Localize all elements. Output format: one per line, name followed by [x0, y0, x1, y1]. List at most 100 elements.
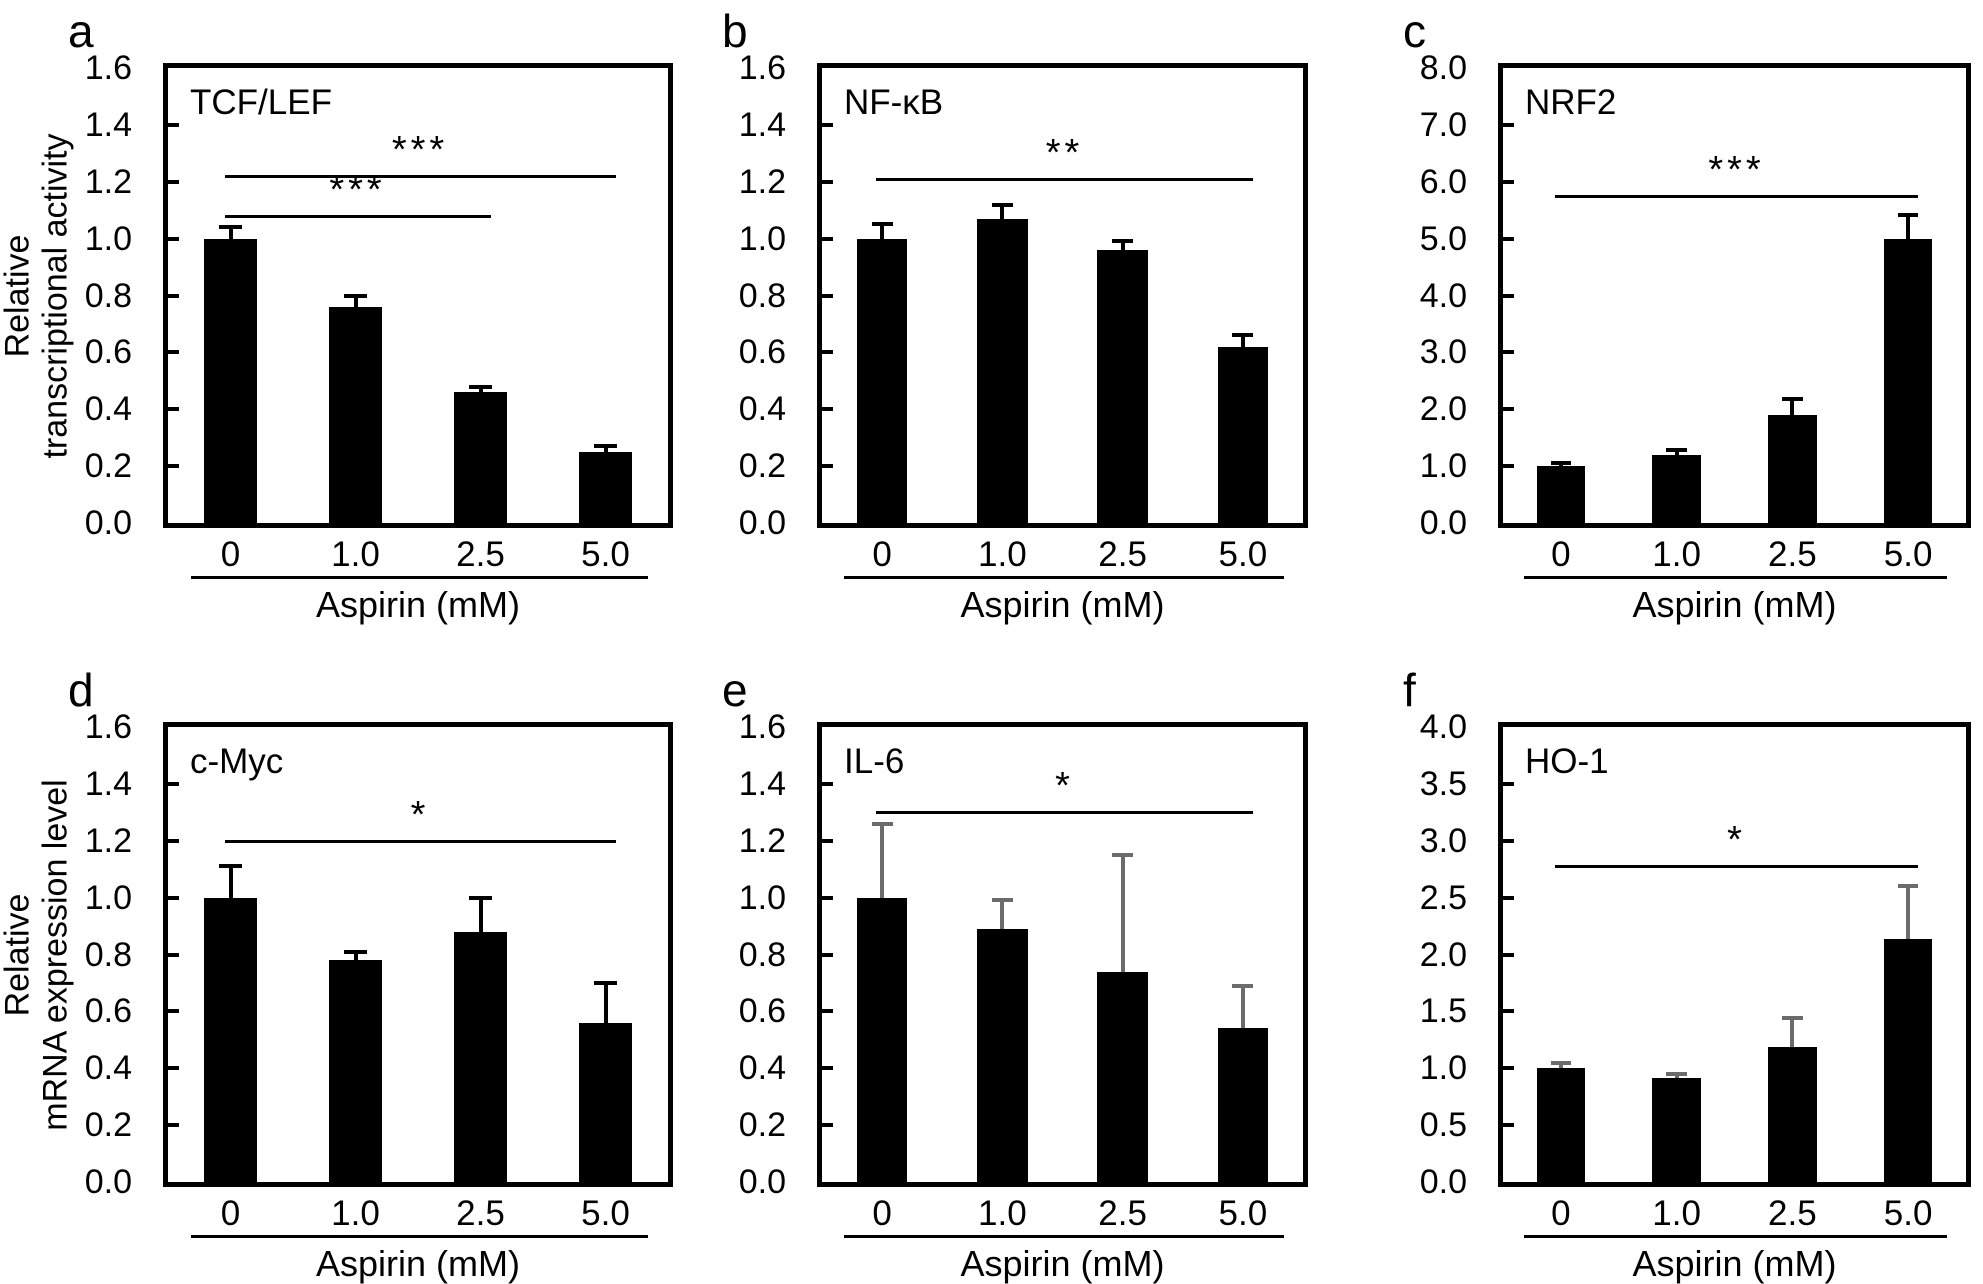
bar	[1097, 971, 1148, 1182]
bar	[579, 451, 632, 523]
error-bar-line	[880, 823, 885, 898]
y-tick-mark	[1503, 407, 1514, 412]
x-axis-title: Aspirin (mM)	[1632, 1243, 1837, 1284]
error-bar-cap	[219, 864, 242, 869]
x-tick-label: 0	[872, 1194, 892, 1233]
x-tick-label: 1.0	[331, 1194, 380, 1233]
significance-label: **	[1045, 131, 1084, 174]
bar	[329, 960, 382, 1182]
x-axis-underline	[190, 576, 648, 579]
x-tick-label: 5.0	[1883, 535, 1933, 574]
significance-label: *	[410, 793, 430, 836]
bar	[329, 306, 382, 523]
error-bar-cap	[871, 821, 893, 826]
significance-line	[224, 175, 616, 179]
y-tick-mark	[168, 122, 179, 127]
panel-letter: a	[68, 5, 94, 57]
error-bar-line	[478, 897, 483, 932]
x-tick-label: 0	[220, 535, 241, 574]
x-axis-title: Aspirin (mM)	[1632, 584, 1837, 625]
bar	[1768, 414, 1817, 523]
error-bar-line	[228, 227, 233, 239]
y-tick-label: 0.0	[84, 504, 132, 542]
significance-line	[1554, 864, 1919, 868]
error-bar-cap	[1232, 983, 1254, 988]
y-tick-mark	[822, 1009, 833, 1014]
x-tick-label: 1.0	[978, 1194, 1027, 1233]
bar	[454, 931, 507, 1182]
y-tick-label: 2.5	[1419, 878, 1467, 917]
x-tick-label: 2.5	[1098, 1194, 1147, 1233]
error-bar-cap	[594, 444, 617, 449]
error-bar-cap	[1666, 1071, 1687, 1076]
y-tick-mark	[1503, 122, 1514, 127]
y-tick-mark	[1503, 781, 1514, 786]
y-tick-mark	[822, 464, 833, 469]
y-tick-mark	[822, 236, 833, 241]
y-tick-label: 8.0	[1419, 49, 1467, 87]
error-bar-line	[1790, 399, 1795, 415]
significance-label: ***	[1708, 148, 1765, 191]
error-bar-line	[1790, 1018, 1795, 1047]
y-tick-label: 4.0	[1419, 276, 1467, 315]
y-tick-label: 0.8	[738, 935, 786, 974]
bar	[1883, 238, 1933, 523]
x-tick-label: 1.0	[978, 535, 1027, 574]
x-tick-label: 0	[872, 535, 892, 574]
y-tick-mark	[1503, 1066, 1514, 1071]
error-bar-cap	[1897, 884, 1919, 889]
panel-title: TCF/LEF	[190, 83, 332, 122]
error-bar-cap	[219, 225, 242, 230]
x-axis-title: Aspirin (mM)	[960, 1243, 1165, 1284]
bar	[204, 238, 257, 523]
significance-line	[224, 839, 616, 843]
y-tick-label: 0.0	[1419, 1163, 1467, 1201]
y-tick-label: 1.2	[738, 162, 786, 201]
error-bar-line	[1674, 450, 1679, 455]
y-tick-label: 0.6	[84, 992, 132, 1031]
y-tick-label: 1.6	[738, 49, 786, 87]
y-tick-mark	[168, 1009, 179, 1014]
y-tick-label: 1.6	[738, 708, 786, 746]
y-tick-label: 0.6	[84, 333, 132, 372]
y-tick-mark	[1503, 236, 1514, 241]
x-tick-label: 5.0	[1883, 1194, 1933, 1233]
error-bar-line	[1000, 900, 1005, 929]
x-tick-label: 1.0	[1652, 1194, 1701, 1233]
y-tick-label: 1.5	[1419, 992, 1467, 1031]
y-tick-mark	[822, 179, 833, 184]
error-bar-cap	[469, 384, 492, 389]
y-tick-mark	[168, 1066, 179, 1071]
panel-letter: d	[68, 664, 94, 716]
panel-title: c-Myc	[190, 742, 284, 781]
panel-letter: c	[1403, 5, 1426, 57]
x-axis-underline	[1523, 576, 1948, 579]
y-tick-mark	[1503, 179, 1514, 184]
y-tick-label: 3.0	[1419, 333, 1467, 372]
y-tick-label: 5.0	[1419, 219, 1467, 258]
y-tick-mark	[168, 350, 179, 355]
error-bar-line	[1240, 335, 1245, 347]
y-tick-label: 7.0	[1419, 105, 1467, 144]
x-axis-underline	[1523, 1235, 1948, 1238]
y-tick-label: 0.0	[1419, 504, 1467, 542]
y-tick-label: 3.0	[1419, 821, 1467, 860]
y-tick-mark	[1503, 952, 1514, 957]
panel-title: NRF2	[1525, 83, 1617, 122]
bar	[1097, 250, 1148, 523]
error-bar-cap	[344, 949, 367, 954]
y-tick-label: 1.6	[84, 708, 132, 746]
x-axis-underline	[843, 576, 1284, 579]
error-bar-line	[478, 386, 483, 393]
bar	[1536, 466, 1586, 523]
y-tick-label: 0.5	[1419, 1106, 1467, 1145]
y-tick-label: 0.6	[738, 333, 786, 372]
error-bar-cap	[1897, 212, 1919, 217]
y-tick-mark	[1503, 1123, 1514, 1128]
y-tick-mark	[1503, 838, 1514, 843]
y-tick-label: 0.8	[738, 276, 786, 315]
bar	[1536, 1068, 1586, 1182]
y-tick-label: 0.4	[738, 390, 786, 429]
bar	[579, 1022, 632, 1182]
y-tick-label: 1.4	[84, 105, 132, 144]
